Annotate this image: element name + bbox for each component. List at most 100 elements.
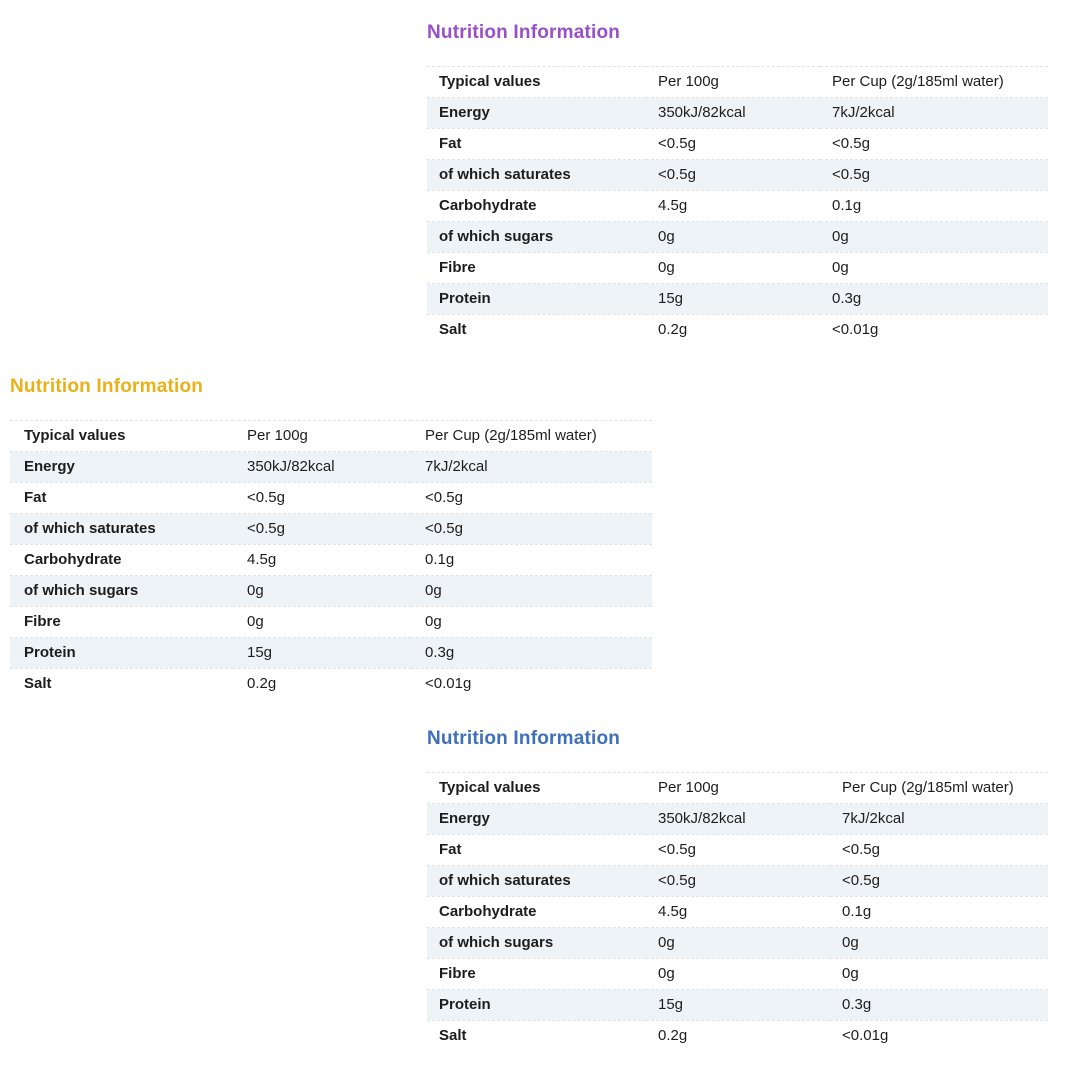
column-header-typical-values: Typical values [24, 427, 126, 444]
row-label: Salt [439, 1027, 467, 1045]
value-per-cup: 0.3g [425, 644, 455, 661]
header-row: Typical values Per 100g Per Cup (2g/185m… [10, 420, 652, 452]
value-per-cup: 7kJ/2kcal [425, 458, 488, 475]
row-label: Carbohydrate [24, 551, 122, 568]
row-label: Fat [24, 489, 47, 506]
column-header-per-cup: Per Cup (2g/185ml water) [842, 779, 1014, 796]
section-title: Nutrition Information [427, 728, 621, 749]
value-per-cup: 7kJ/2kcal [832, 104, 895, 121]
value-per-100g: <0.5g [658, 872, 696, 889]
header-row: Typical values Per 100g Per Cup (2g/185m… [427, 772, 1048, 804]
section-title: Nutrition Information [427, 22, 621, 43]
nutrition-table: Typical values Per 100g Per Cup (2g/185m… [427, 66, 1048, 346]
table-row-protein: Protein 15g 0.3g [427, 283, 1048, 315]
value-per-cup: <0.5g [832, 135, 870, 152]
row-label: Energy [439, 810, 490, 827]
value-per-100g: 0g [658, 228, 675, 245]
row-label: of which sugars [439, 228, 554, 245]
value-per-cup: <0.5g [425, 489, 463, 506]
table-row-fibre: Fibre 0g 0g [427, 958, 1048, 990]
row-label: Fat [439, 841, 462, 858]
nutrition-section-bottom: Nutrition Information Typical values Per… [427, 727, 1048, 1052]
value-per-cup: 7kJ/2kcal [842, 810, 905, 827]
value-per-cup: 0g [842, 934, 859, 951]
value-per-100g: 4.5g [658, 197, 688, 214]
value-per-100g: 350kJ/82kcal [658, 104, 746, 121]
table-row-fat: Fat <0.5g <0.5g [427, 128, 1048, 160]
value-per-cup: 0g [425, 613, 442, 630]
row-label: Energy [439, 104, 490, 121]
value-per-cup: <0.5g [832, 166, 870, 183]
value-per-cup: 0g [842, 965, 859, 982]
row-label: of which saturates [24, 520, 156, 537]
value-per-cup: 0.1g [842, 903, 872, 920]
value-per-100g: <0.5g [658, 135, 696, 152]
value-per-100g: 15g [658, 290, 684, 307]
value-per-100g: 0g [658, 965, 675, 982]
row-label: Salt [439, 321, 467, 339]
table-row-fibre: Fibre 0g 0g [427, 252, 1048, 284]
column-header-per-100g: Per 100g [658, 73, 719, 90]
value-per-100g: <0.5g [658, 841, 696, 858]
table-row-energy: Energy 350kJ/82kcal 7kJ/2kcal [10, 451, 652, 483]
table-row-salt: Salt 0.2g <0.01g [427, 1020, 1048, 1052]
value-per-100g: <0.5g [247, 489, 285, 506]
table-row-energy: Energy 350kJ/82kcal 7kJ/2kcal [427, 803, 1048, 835]
table-row-salt: Salt 0.2g <0.01g [427, 314, 1048, 346]
value-per-cup: 0.1g [425, 551, 455, 568]
value-per-cup: <0.5g [425, 520, 463, 537]
row-label: Carbohydrate [439, 903, 537, 920]
table-row-sugars: of which sugars 0g 0g [10, 575, 652, 607]
table-row-sugars: of which sugars 0g 0g [427, 221, 1048, 253]
row-label: Carbohydrate [439, 197, 537, 214]
value-per-100g: 0.2g [658, 321, 688, 339]
table-row-protein: Protein 15g 0.3g [10, 637, 652, 669]
table-row-fat: Fat <0.5g <0.5g [427, 834, 1048, 866]
row-label: Protein [24, 644, 76, 661]
value-per-100g: <0.5g [658, 166, 696, 183]
header-row: Typical values Per 100g Per Cup (2g/185m… [427, 66, 1048, 98]
nutrition-section-top: Nutrition Information Typical values Per… [427, 21, 1048, 346]
row-label: Fibre [24, 613, 61, 630]
column-header-typical-values: Typical values [439, 73, 541, 90]
value-per-100g: 4.5g [658, 903, 688, 920]
nutrition-table: Typical values Per 100g Per Cup (2g/185m… [427, 772, 1048, 1052]
row-label: of which sugars [439, 934, 554, 951]
row-label: Salt [24, 675, 52, 693]
row-label: Fat [439, 135, 462, 152]
table-row-energy: Energy 350kJ/82kcal 7kJ/2kcal [427, 97, 1048, 129]
column-header-typical-values: Typical values [439, 779, 541, 796]
value-per-100g: 0g [247, 613, 264, 630]
table-row-protein: Protein 15g 0.3g [427, 989, 1048, 1021]
value-per-cup: 0g [832, 228, 849, 245]
value-per-100g: <0.5g [247, 520, 285, 537]
table-row-carbohydrate: Carbohydrate 4.5g 0.1g [427, 896, 1048, 928]
nutrition-section-middle: Nutrition Information Typical values Per… [10, 375, 652, 700]
value-per-cup: <0.01g [842, 1027, 889, 1045]
row-label: Protein [439, 996, 491, 1013]
value-per-100g: 0.2g [247, 675, 277, 693]
row-label: of which saturates [439, 872, 571, 889]
row-label: of which sugars [24, 582, 139, 599]
column-header-per-100g: Per 100g [247, 427, 308, 444]
table-row-saturates: of which saturates <0.5g <0.5g [427, 159, 1048, 191]
table-row-salt: Salt 0.2g <0.01g [10, 668, 652, 700]
table-row-carbohydrate: Carbohydrate 4.5g 0.1g [10, 544, 652, 576]
value-per-cup: <0.5g [842, 872, 880, 889]
row-label: of which saturates [439, 166, 571, 183]
table-row-sugars: of which sugars 0g 0g [427, 927, 1048, 959]
value-per-cup: 0.1g [832, 197, 862, 214]
value-per-cup: <0.01g [425, 675, 472, 693]
table-row-saturates: of which saturates <0.5g <0.5g [10, 513, 652, 545]
value-per-100g: 0g [658, 259, 675, 276]
column-header-per-cup: Per Cup (2g/185ml water) [832, 73, 1004, 90]
value-per-100g: 4.5g [247, 551, 277, 568]
column-header-per-100g: Per 100g [658, 779, 719, 796]
value-per-100g: 15g [658, 996, 684, 1013]
value-per-100g: 350kJ/82kcal [658, 810, 746, 827]
table-row-carbohydrate: Carbohydrate 4.5g 0.1g [427, 190, 1048, 222]
value-per-100g: 0g [247, 582, 264, 599]
row-label: Protein [439, 290, 491, 307]
table-row-fat: Fat <0.5g <0.5g [10, 482, 652, 514]
column-header-per-cup: Per Cup (2g/185ml water) [425, 427, 597, 444]
